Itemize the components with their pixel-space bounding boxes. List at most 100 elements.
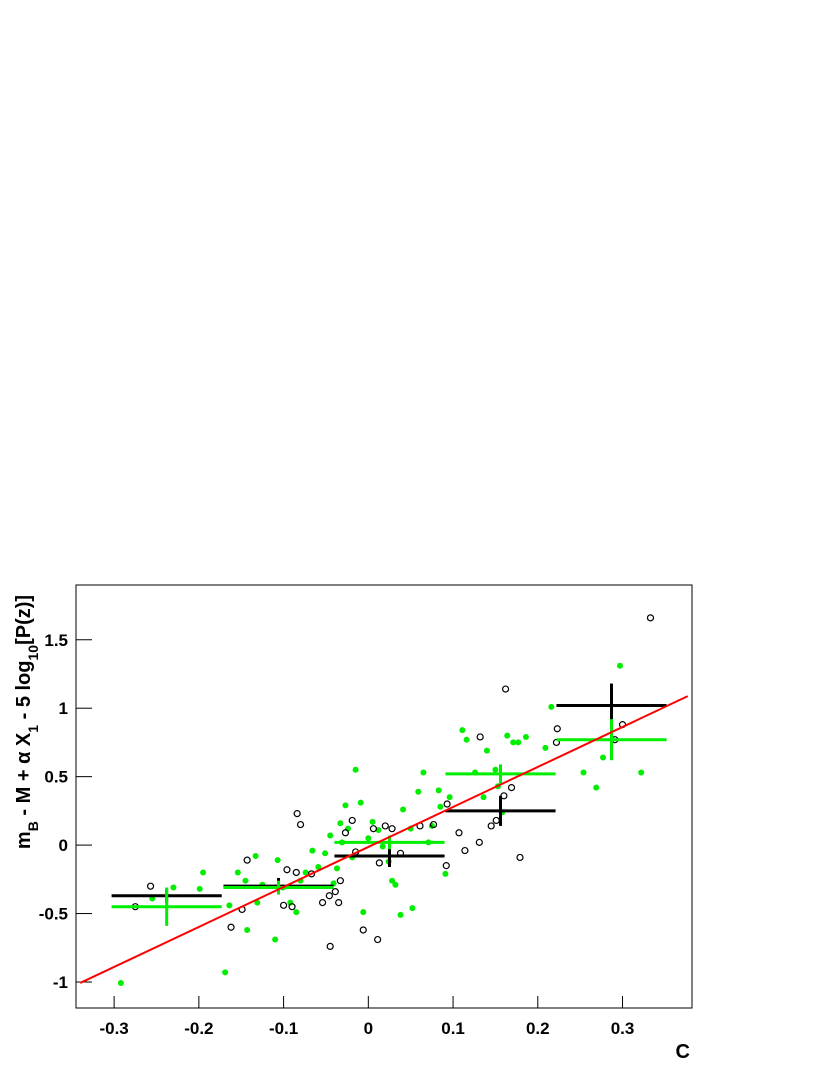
y-axis-label: mB - M + α X1 - 5 log10[P(z)]	[13, 595, 41, 849]
filled-point	[442, 870, 449, 877]
filled-point	[342, 802, 349, 809]
filled-point	[200, 869, 207, 876]
y-axis-label-part: m	[13, 831, 35, 849]
filled-point	[389, 877, 396, 884]
x-tick-label: -0.2	[184, 1019, 213, 1038]
open-point	[243, 856, 251, 864]
filled-point	[504, 732, 511, 739]
open-point	[455, 829, 463, 837]
open-point	[487, 822, 495, 830]
filled-point	[117, 979, 124, 986]
filled-point	[369, 818, 376, 825]
y-axis-label-part: 10	[25, 645, 41, 661]
open-point	[374, 935, 382, 944]
filled-point	[420, 769, 427, 776]
open-point	[381, 822, 389, 830]
filled-point	[392, 881, 399, 888]
y-axis-label-part: - 5 log	[13, 660, 35, 724]
y-tick-label: -1	[53, 973, 68, 992]
filled-point	[234, 869, 241, 876]
open-point	[553, 725, 561, 733]
filled-point	[437, 803, 444, 810]
filled-point	[522, 733, 529, 740]
filled-point	[309, 847, 316, 854]
open-point	[442, 862, 450, 870]
y-tick-label: 0	[59, 836, 68, 855]
filled-point	[379, 843, 386, 850]
filled-point	[542, 744, 549, 751]
open-point	[475, 838, 483, 846]
open-point	[507, 784, 516, 792]
x-tick-label: 0.2	[526, 1019, 550, 1038]
filled-point	[352, 766, 359, 773]
filled-point	[274, 857, 281, 864]
filled-point	[170, 884, 177, 891]
open-point	[283, 866, 291, 874]
y-axis-label-part: B	[25, 821, 41, 831]
filled-point	[365, 835, 372, 842]
open-point	[325, 892, 333, 900]
open-point	[492, 816, 500, 825]
open-point	[341, 829, 350, 837]
filled-point	[409, 905, 416, 912]
filled-point	[492, 766, 499, 773]
filled-point	[196, 885, 203, 892]
filled-point	[333, 865, 340, 872]
x-tick-label: 0.1	[441, 1019, 465, 1038]
open-point	[388, 825, 396, 833]
x-tick-label: -0.3	[99, 1019, 128, 1038]
open-point	[646, 614, 655, 622]
filled-point	[242, 877, 249, 884]
open-point	[461, 846, 469, 855]
filled-point	[435, 787, 442, 794]
filled-point	[252, 853, 259, 860]
filled-point	[322, 850, 329, 857]
open-point	[288, 903, 296, 911]
filled-point	[397, 911, 404, 918]
y-tick-label: 1	[59, 699, 68, 718]
open-point	[369, 825, 378, 833]
y-axis-label-part: [P(z)]	[13, 595, 35, 645]
open-point	[227, 923, 235, 931]
filled-point	[226, 902, 233, 909]
open-point	[318, 898, 327, 907]
open-point	[516, 853, 524, 862]
filled-point	[616, 662, 623, 669]
filled-point	[360, 909, 367, 916]
y-axis-label-part: 1	[25, 725, 41, 733]
filled-point	[244, 926, 251, 933]
filled-point	[638, 769, 645, 776]
filled-point	[515, 739, 522, 746]
open-point	[501, 685, 510, 693]
open-point	[296, 820, 305, 829]
y-tick-label: -0.5	[39, 905, 68, 924]
open-point	[443, 800, 451, 808]
filled-point	[293, 909, 300, 916]
filled-point	[600, 754, 607, 761]
x-tick-label: 0.3	[611, 1019, 635, 1038]
open-point	[146, 882, 155, 890]
x-axis-label: C	[676, 1041, 690, 1063]
open-point	[331, 888, 339, 896]
open-point	[279, 901, 288, 909]
filled-point	[222, 969, 229, 976]
plot-frame	[75, 584, 693, 1009]
open-point	[348, 816, 356, 825]
filled-point	[548, 703, 555, 710]
open-point	[336, 877, 344, 885]
filled-point	[480, 794, 487, 801]
open-point	[476, 733, 484, 741]
filled-point	[357, 799, 364, 806]
y-axis-label-part: - M + α X	[13, 732, 35, 821]
open-point	[429, 820, 438, 829]
open-point	[326, 942, 334, 950]
open-point	[292, 868, 300, 877]
x-tick-label: 0	[364, 1019, 373, 1038]
x-tick-label: -0.1	[269, 1019, 298, 1038]
filled-point	[463, 736, 470, 743]
fit-line	[79, 695, 689, 984]
filled-point	[400, 806, 407, 813]
filled-point	[580, 769, 587, 776]
filled-point	[302, 869, 309, 876]
